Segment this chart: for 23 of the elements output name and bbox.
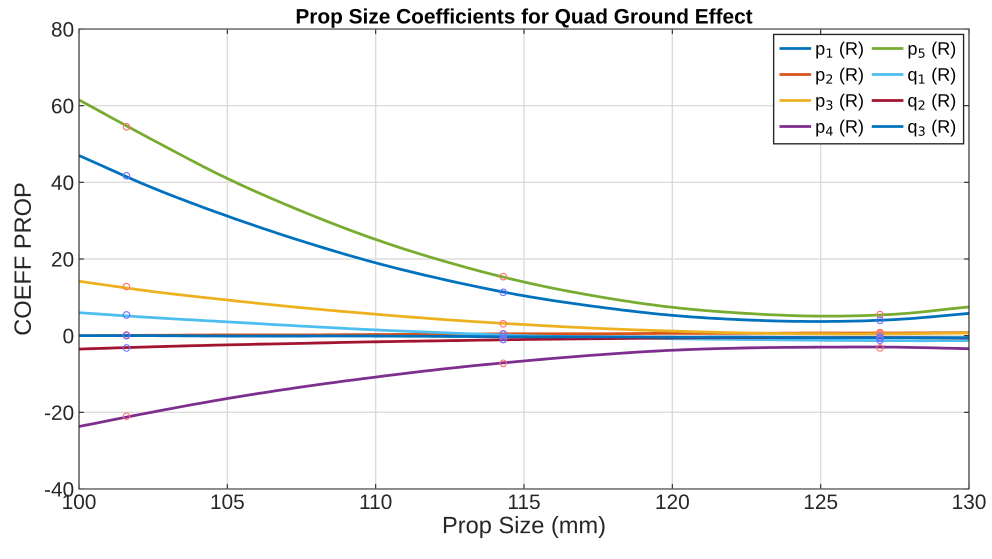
- x-tick-label: 120: [656, 494, 689, 510]
- x-tick-label: 115: [508, 494, 540, 510]
- legend-label: p$_{2}$ (R): [816, 68, 863, 84]
- y-tick-label: -20: [44, 405, 74, 420]
- x-tick-label: 110: [360, 494, 392, 510]
- y-tick-label: 80: [52, 22, 74, 37]
- chart-title: Prop Size Coefficients for Quad Ground Effect: [296, 8, 752, 28]
- x-tick-label: 130: [953, 494, 986, 510]
- legend-label: p$_{4}$ (R): [816, 120, 863, 136]
- legend-label: p$_{1}$ (R): [816, 42, 863, 58]
- legend-label: p$_{3}$ (R): [816, 94, 863, 110]
- legend-label: p$_{5}$ (R): [908, 42, 956, 58]
- y-tick-label: 60: [52, 98, 74, 114]
- x-tick-label: 105: [212, 494, 244, 510]
- y-axis-title: COEFF PROP: [14, 184, 32, 335]
- y-tick-label: 20: [52, 252, 74, 267]
- legend-label: q$_{1}$ (R): [908, 68, 956, 84]
- x-tick-label: 125: [804, 494, 838, 510]
- x-axis-title: Prop Size (mm): [444, 516, 605, 538]
- legend-label: q$_{3}$ (R): [908, 120, 956, 136]
- y-tick-label: 0: [63, 328, 74, 344]
- y-tick-label: 40: [51, 175, 74, 190]
- legend-label: q$_{2}$ (R): [908, 94, 956, 110]
